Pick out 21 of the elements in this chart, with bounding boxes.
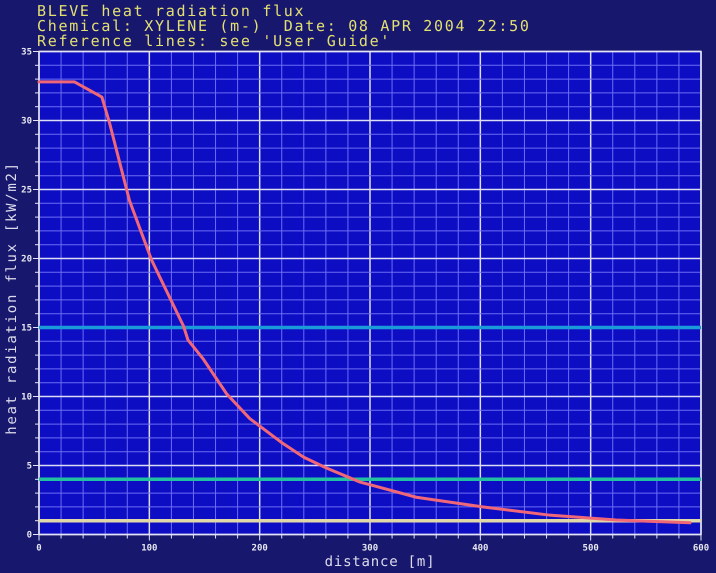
chart-subtitle: Chemical: XYLENE (m-) Date: 08 APR 2004 22:50 — [37, 17, 531, 35]
y-tick-label: 30 — [21, 116, 32, 126]
y-tick-label: 5 — [26, 462, 32, 472]
text: Reference lines: see 'User Guide' — [37, 32, 392, 50]
x-tick-label: 100 — [141, 544, 158, 554]
x-tick-label: 600 — [692, 544, 710, 554]
y-tick-label: 15 — [21, 324, 32, 334]
y-tick-label: 10 — [21, 392, 32, 402]
chart-title: BLEVE heat radiation flux — [37, 2, 306, 20]
y-tick-label: 20 — [21, 254, 32, 264]
y-tick-label: 25 — [21, 186, 32, 196]
line-series — [38, 80, 692, 524]
x-tick-label: 400 — [472, 544, 488, 554]
x-tick-label: 500 — [582, 544, 599, 554]
x-tick-label: 300 — [362, 544, 378, 554]
y-axis-title: heat radiation flux [kW/m2] — [4, 161, 20, 435]
y-tick-label: 35 — [21, 48, 32, 58]
x-tick-label: 200 — [252, 544, 268, 554]
y-tick-label: 0 — [26, 530, 32, 540]
x-axis-title: distance [m] — [324, 554, 436, 570]
x-tick-label: 0 — [36, 544, 42, 554]
